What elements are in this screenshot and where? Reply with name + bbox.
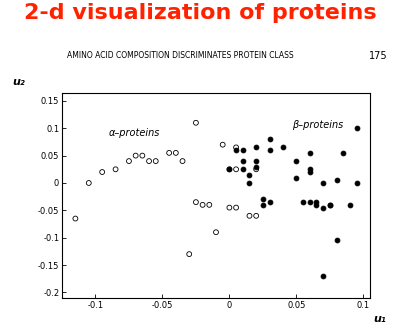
Text: u₂: u₂ [12, 76, 25, 86]
Text: AMINO ACID COMPOSITION DISCRIMINATES PROTEIN CLASS: AMINO ACID COMPOSITION DISCRIMINATES PRO… [67, 51, 293, 60]
Point [300, 200, 306, 205]
Point [152, 159, 159, 164]
Point [226, 166, 232, 172]
Point [266, 200, 273, 205]
Point [260, 197, 266, 202]
Point [206, 202, 212, 208]
Point [260, 202, 266, 208]
Point [246, 172, 253, 177]
Point [132, 153, 139, 158]
Point [226, 166, 232, 172]
Point [327, 202, 333, 208]
Point [313, 202, 320, 208]
Point [52, 107, 58, 112]
Point [340, 150, 346, 156]
Point [213, 230, 219, 235]
Point [139, 153, 146, 158]
Point [320, 273, 326, 279]
Point [354, 125, 360, 131]
Text: 2-d visualization of proteins: 2-d visualization of proteins [24, 3, 376, 23]
Point [293, 175, 300, 180]
Text: u₁: u₁ [373, 314, 386, 324]
Point [253, 166, 259, 172]
Point [253, 145, 259, 150]
Point [233, 145, 239, 150]
Point [266, 137, 273, 142]
Point [246, 213, 253, 218]
Point [333, 238, 340, 243]
Point [112, 166, 119, 172]
Text: α–proteins: α–proteins [109, 128, 160, 138]
Text: β–proteins: β–proteins [292, 120, 344, 130]
Point [306, 150, 313, 156]
Point [246, 180, 253, 186]
Point [327, 202, 333, 208]
Point [354, 180, 360, 186]
Point [186, 252, 192, 257]
Point [347, 202, 353, 208]
Point [280, 145, 286, 150]
Point [253, 164, 259, 169]
Text: 175: 175 [369, 51, 388, 61]
Point [193, 200, 199, 205]
Point [333, 178, 340, 183]
Point [126, 159, 132, 164]
Point [220, 142, 226, 147]
Point [306, 200, 313, 205]
Point [233, 166, 239, 172]
Point [166, 150, 172, 156]
Point [293, 159, 300, 164]
Point [179, 159, 186, 164]
Point [72, 216, 78, 221]
Point [240, 159, 246, 164]
Point [146, 159, 152, 164]
Point [320, 205, 326, 210]
Point [240, 166, 246, 172]
Point [306, 169, 313, 175]
Point [99, 169, 105, 175]
Point [226, 205, 232, 210]
Point [253, 159, 259, 164]
Point [306, 166, 313, 172]
Point [233, 205, 239, 210]
Point [193, 120, 199, 125]
Point [253, 213, 259, 218]
Point [313, 200, 320, 205]
Point [320, 180, 326, 186]
Point [173, 150, 179, 156]
Point [240, 148, 246, 153]
Point [266, 148, 273, 153]
Point [233, 148, 239, 153]
Point [86, 180, 92, 186]
Point [200, 202, 206, 208]
